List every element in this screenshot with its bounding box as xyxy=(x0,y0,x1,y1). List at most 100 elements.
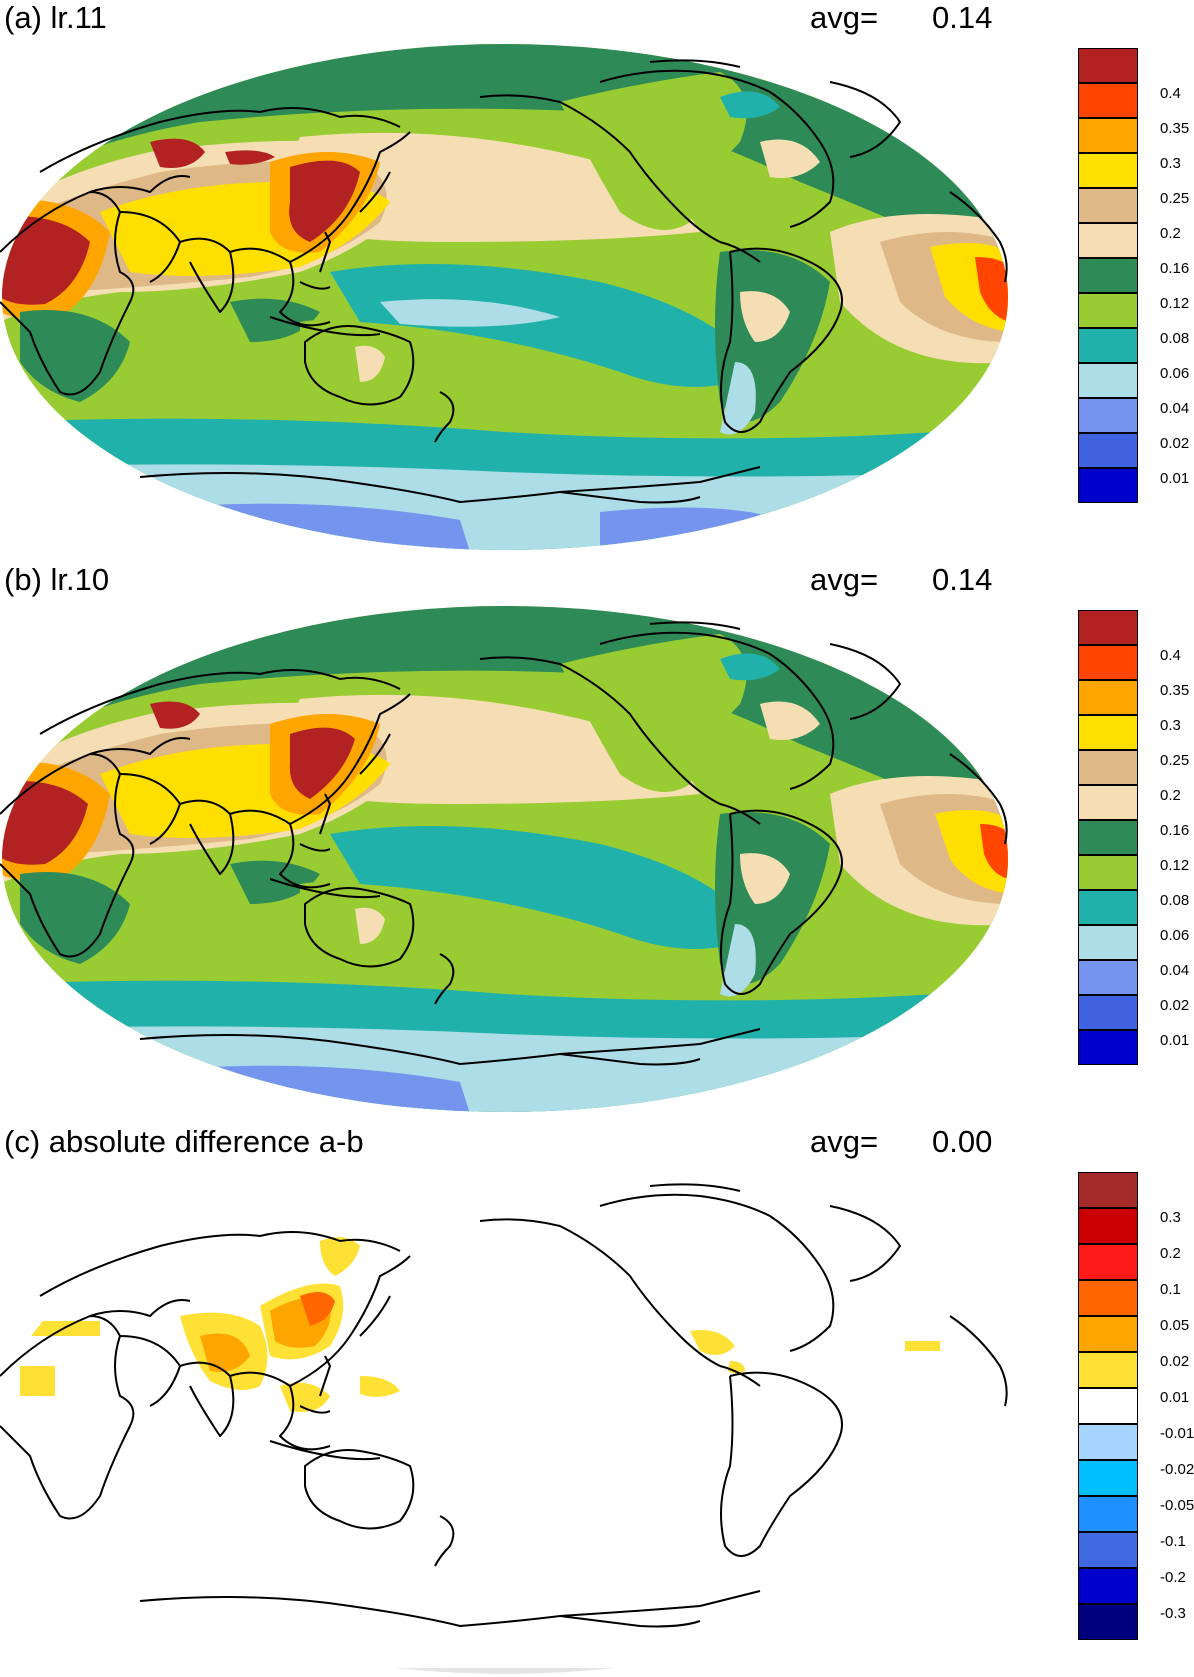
colorbar-tick-label: -0.3 xyxy=(1160,1605,1186,1622)
field-band xyxy=(289,160,360,242)
field-band xyxy=(720,91,780,119)
colorbar-tick-label: 0.2 xyxy=(1160,225,1181,242)
field-band xyxy=(2,1168,1008,1674)
colorbar-tick-label: 0.1 xyxy=(1160,1281,1181,1298)
colorbar-swatch xyxy=(1078,293,1138,328)
coastline xyxy=(269,1440,381,1461)
colorbar-swatch xyxy=(1078,188,1138,223)
coastline xyxy=(599,69,835,228)
field-band xyxy=(150,701,200,729)
colorbar-swatch xyxy=(1078,398,1138,433)
field-band xyxy=(140,1668,940,1674)
world-map-c xyxy=(0,1168,1008,1674)
coastline xyxy=(299,1405,331,1414)
colorbar-swatch xyxy=(1078,1604,1138,1640)
field-band xyxy=(980,824,1008,879)
field-c xyxy=(2,1168,1008,1674)
coastline xyxy=(599,631,835,790)
colorbar-tick-label: 0.2 xyxy=(1160,1245,1181,1262)
colorbar-swatch xyxy=(1078,1244,1138,1280)
colorbar-swatch xyxy=(1078,363,1138,398)
field-band xyxy=(300,319,412,402)
field-band xyxy=(720,653,780,681)
field-band xyxy=(760,701,820,740)
colorbar-tick-label: 0.16 xyxy=(1160,260,1190,277)
colorbar-tick-label: 0.04 xyxy=(1160,400,1190,417)
field-band xyxy=(720,362,756,435)
coastline xyxy=(139,1590,761,1627)
field-band xyxy=(2,216,90,305)
coastline xyxy=(139,1028,761,1065)
colorbar-swatch xyxy=(1078,1208,1138,1244)
coastline xyxy=(479,94,721,243)
coastline xyxy=(299,281,331,290)
colorbar-swatch xyxy=(1078,118,1138,153)
coastline xyxy=(599,1193,835,1352)
avg-label: avg= xyxy=(810,562,879,597)
field-band xyxy=(720,924,756,997)
colorbar-tick-label: 0.01 xyxy=(1160,1389,1190,1406)
coastline xyxy=(649,1183,741,1192)
coastline xyxy=(89,175,191,193)
field-band xyxy=(230,298,320,342)
field-band xyxy=(200,1333,250,1372)
coastline xyxy=(229,247,331,327)
field-band xyxy=(2,1026,1008,1112)
coastline xyxy=(559,1053,701,1066)
coastline xyxy=(720,1371,843,1557)
colorbar-tick-label: 0.12 xyxy=(1160,857,1190,874)
panel-title: (c) absolute difference a-b xyxy=(4,1124,364,1159)
coastline xyxy=(720,247,843,433)
colorbar-swatch xyxy=(1078,680,1138,715)
coastline xyxy=(949,191,1008,283)
colorbar-swatch xyxy=(1078,1172,1138,1208)
coastline xyxy=(119,211,181,283)
colorbar-tick-label: 0.02 xyxy=(1160,997,1190,1014)
coastline xyxy=(829,1205,901,1282)
coastline xyxy=(289,1255,411,1387)
field-band xyxy=(740,291,790,342)
colorbar-tick-label: 0.35 xyxy=(1160,120,1190,137)
panel-title: (b) lr.10 xyxy=(4,562,110,597)
field-band xyxy=(600,507,780,550)
colorbar-swatch xyxy=(1078,645,1138,680)
colorbar-swatch xyxy=(1078,1280,1138,1316)
colorbar-swatch xyxy=(1078,1532,1138,1568)
field-band xyxy=(225,150,275,165)
coastline xyxy=(39,1231,401,1297)
coastline xyxy=(119,1335,181,1407)
field-band xyxy=(150,138,205,168)
colorbar-swatch xyxy=(1078,1496,1138,1532)
colorbar-swatch xyxy=(1078,1568,1138,1604)
coastline xyxy=(949,753,1008,845)
field-band xyxy=(360,1376,400,1397)
colorbar-swatch xyxy=(1078,925,1138,960)
colorbar-tick-label: 0.01 xyxy=(1160,1032,1190,1049)
world-map-b xyxy=(0,606,1008,1112)
field-band xyxy=(740,853,790,904)
colorbar-swatch xyxy=(1078,1388,1138,1424)
colorbar-tick-label: 0.35 xyxy=(1160,682,1190,699)
field-band xyxy=(905,1341,940,1351)
coastline xyxy=(119,773,181,845)
coastline xyxy=(649,621,741,630)
field-band xyxy=(20,872,130,964)
colorbar-swatch xyxy=(1078,1316,1138,1352)
coastlines-a xyxy=(0,59,1008,504)
colorbar-tick-label: 0.01 xyxy=(1160,470,1190,487)
coastline xyxy=(269,878,381,899)
field-band xyxy=(320,1237,360,1276)
field-band xyxy=(355,907,385,944)
colorbar-swatch xyxy=(1078,785,1138,820)
field-band xyxy=(975,257,1008,322)
coastline xyxy=(359,171,391,213)
colorbar-tick-label: 0.4 xyxy=(1160,85,1181,102)
field-band xyxy=(330,826,760,949)
coastlines-c xyxy=(0,1183,1008,1628)
colorbar-tick-label: 0.08 xyxy=(1160,892,1190,909)
field-band xyxy=(20,310,130,402)
colorbar-tick-label: -0.02 xyxy=(1160,1461,1194,1478)
coastline xyxy=(229,1371,331,1451)
colorbar-swatch xyxy=(1078,960,1138,995)
coastline xyxy=(319,793,331,835)
